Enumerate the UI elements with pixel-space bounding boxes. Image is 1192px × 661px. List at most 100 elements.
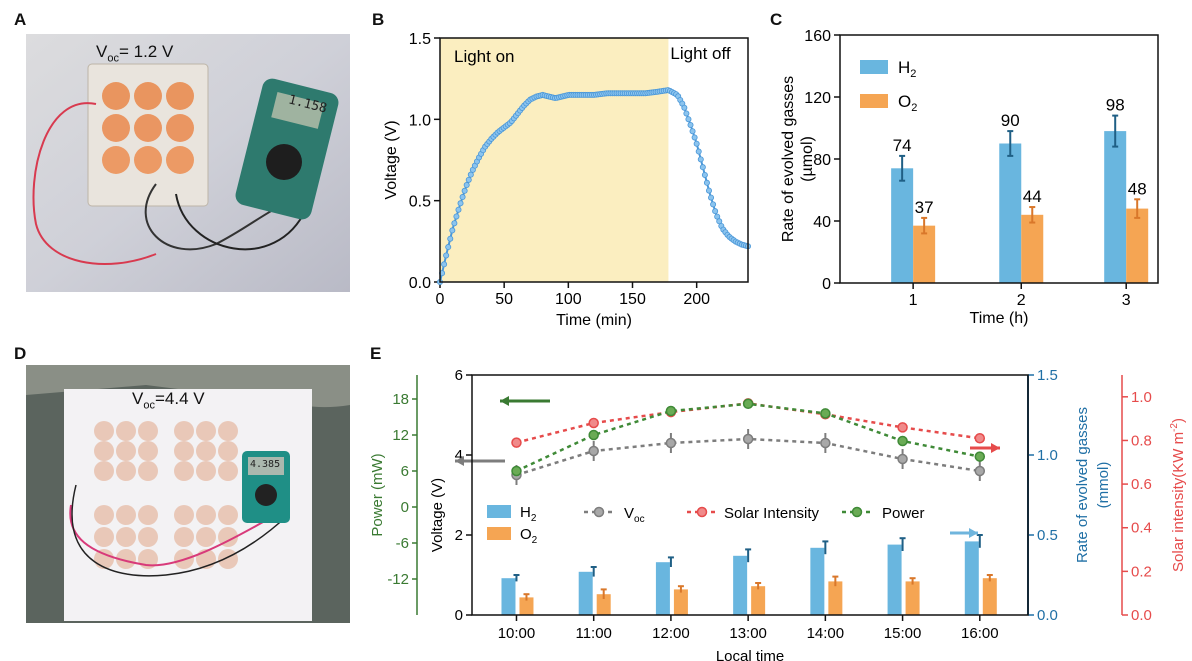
- chart-c-y-label-line1: Rate of evolved gasses: [780, 76, 797, 242]
- chart-e-legend: H2 O2 Voc Solar Intensity Power: [487, 504, 925, 546]
- x-tick-label-b: 150: [619, 291, 646, 308]
- chart-e-frame: [471, 374, 1029, 616]
- x-tick-label-c: 1: [909, 292, 918, 309]
- power-tick-label: -6: [396, 535, 409, 552]
- h2-bar: [1104, 131, 1127, 283]
- voltage-point: [695, 148, 702, 155]
- power-arrow-head: [500, 396, 509, 406]
- legend-h2-label: H2: [520, 504, 537, 524]
- panel-letter-d: D: [14, 344, 27, 363]
- voc-point: [974, 465, 986, 477]
- power-point: [742, 398, 754, 410]
- voltage-point: [465, 176, 472, 183]
- multimeter-a: [235, 78, 339, 220]
- solar-tick-label: 0.4: [1131, 520, 1152, 537]
- chart-c: 0 40 80 120 160 1 74 37 2 90 44 3 98 48 Time (h) Rate…: [780, 28, 1159, 327]
- legend-o2-label: O2: [520, 526, 538, 546]
- photo-a-illustration: [26, 34, 350, 292]
- y-tick-label-b: 0.5: [409, 194, 431, 211]
- x-tick-label-b: 100: [555, 291, 582, 308]
- voc-point: [665, 437, 677, 449]
- x-tick-label-e: 10:00: [498, 625, 536, 642]
- o2-value-label: 44: [1023, 187, 1042, 206]
- solar-tick-label: 1.0: [1131, 389, 1152, 406]
- legend-o2-swatch: [487, 527, 511, 540]
- legend-power-label: Power: [882, 505, 925, 522]
- voc-point: [742, 433, 754, 445]
- rate-tick-label: 0.5: [1037, 527, 1058, 544]
- power-axis-label: Power (mW): [369, 453, 386, 536]
- x-tick-label-e: 11:00: [575, 625, 611, 642]
- chart-e-x-label: Local time: [716, 648, 784, 661]
- h2-bar: [999, 143, 1022, 283]
- voltage-point: [443, 252, 450, 259]
- voltage-point: [703, 179, 710, 186]
- x-tick-label-b: 200: [683, 291, 710, 308]
- y-tick-label-c: 120: [804, 90, 831, 107]
- h2-bar: [733, 555, 748, 615]
- solar-tick-label: 0.0: [1131, 607, 1152, 624]
- voltage-point: [689, 128, 696, 135]
- photo-d-voc-label: Voc=4.4 V: [132, 389, 205, 412]
- h2-bar: [887, 544, 902, 615]
- chart-b-x-label: Time (min): [556, 312, 632, 329]
- y-tick-label-c: 160: [804, 28, 831, 45]
- h2-bar: [891, 168, 914, 283]
- h2-bar: [501, 578, 516, 615]
- o2-bar: [905, 581, 920, 615]
- legend-voc-label: Voc: [624, 505, 645, 525]
- panel-letter-c: C: [770, 10, 783, 29]
- multimeter-d: [242, 451, 290, 523]
- rate-arrow-head: [969, 528, 978, 538]
- o2-value-label: 48: [1128, 179, 1147, 198]
- chart-c-legend: H2 O2: [860, 58, 917, 114]
- voltage-point: [685, 116, 692, 123]
- photo-a-voc-label: Voc= 1.2 V: [96, 42, 174, 65]
- voltage-tick-label: 0: [455, 607, 463, 624]
- voltage-point: [447, 235, 454, 242]
- light-on-region: [440, 38, 669, 282]
- panel-letter-e: E: [370, 344, 382, 363]
- voltage-axis-label: Voltage (V): [429, 478, 446, 552]
- power-tick-label: 12: [392, 427, 409, 444]
- power-point: [820, 408, 831, 419]
- h2-value-label: 90: [1001, 111, 1020, 130]
- photo-d-meter-reading: 4.385: [250, 459, 281, 470]
- y-tick-label-b: 1.0: [409, 112, 431, 129]
- y-tick-label-c: 80: [813, 152, 831, 169]
- h2-value-label: 98: [1106, 96, 1125, 115]
- rate-axis-label-line2: (mmol): [1095, 462, 1112, 509]
- photo-d-cells: [94, 421, 238, 569]
- legend-o2-swatch: [860, 94, 888, 108]
- voltage-point: [457, 200, 464, 207]
- solar-point: [974, 433, 986, 444]
- x-tick-label-e: 15:00: [884, 625, 922, 642]
- y-tick-label-b: 1.5: [409, 31, 431, 48]
- chart-b-frame: [439, 37, 749, 283]
- o2-bar: [982, 578, 997, 615]
- voltage-point: [455, 206, 462, 213]
- y-tick-label-b: 0.0: [409, 275, 431, 292]
- solar-tick-label: 0.6: [1131, 476, 1152, 493]
- power-point: [974, 451, 986, 462]
- voltage-point: [705, 187, 712, 194]
- power-legend-marker: [851, 506, 863, 518]
- x-tick-label-c: 2: [1017, 292, 1026, 309]
- voc-legend-marker: [593, 506, 605, 518]
- voltage-point: [459, 194, 466, 201]
- o2-bar: [596, 594, 611, 615]
- o2-bar: [1021, 214, 1044, 283]
- voltage-tick-label: 2: [455, 527, 463, 544]
- h2-value-label: 74: [893, 136, 912, 155]
- power-point: [665, 405, 677, 417]
- rate-tick-label: 1.5: [1037, 367, 1058, 384]
- power-point: [588, 429, 599, 441]
- chart-b-y-label: Voltage (V): [383, 120, 400, 199]
- h2-bar: [655, 562, 670, 615]
- chart-b: 0 50 100 150 200 0.0 0.5 1.0 1.5 Light on Light …: [383, 31, 751, 329]
- o2-bar: [751, 586, 766, 615]
- x-tick-label-e: 14:00: [807, 625, 845, 642]
- rate-axis-label-line1: Rate of evolved gasses: [1074, 407, 1091, 563]
- legend-h2-label: H2: [898, 58, 916, 80]
- x-tick-label-e: 16:00: [961, 625, 999, 642]
